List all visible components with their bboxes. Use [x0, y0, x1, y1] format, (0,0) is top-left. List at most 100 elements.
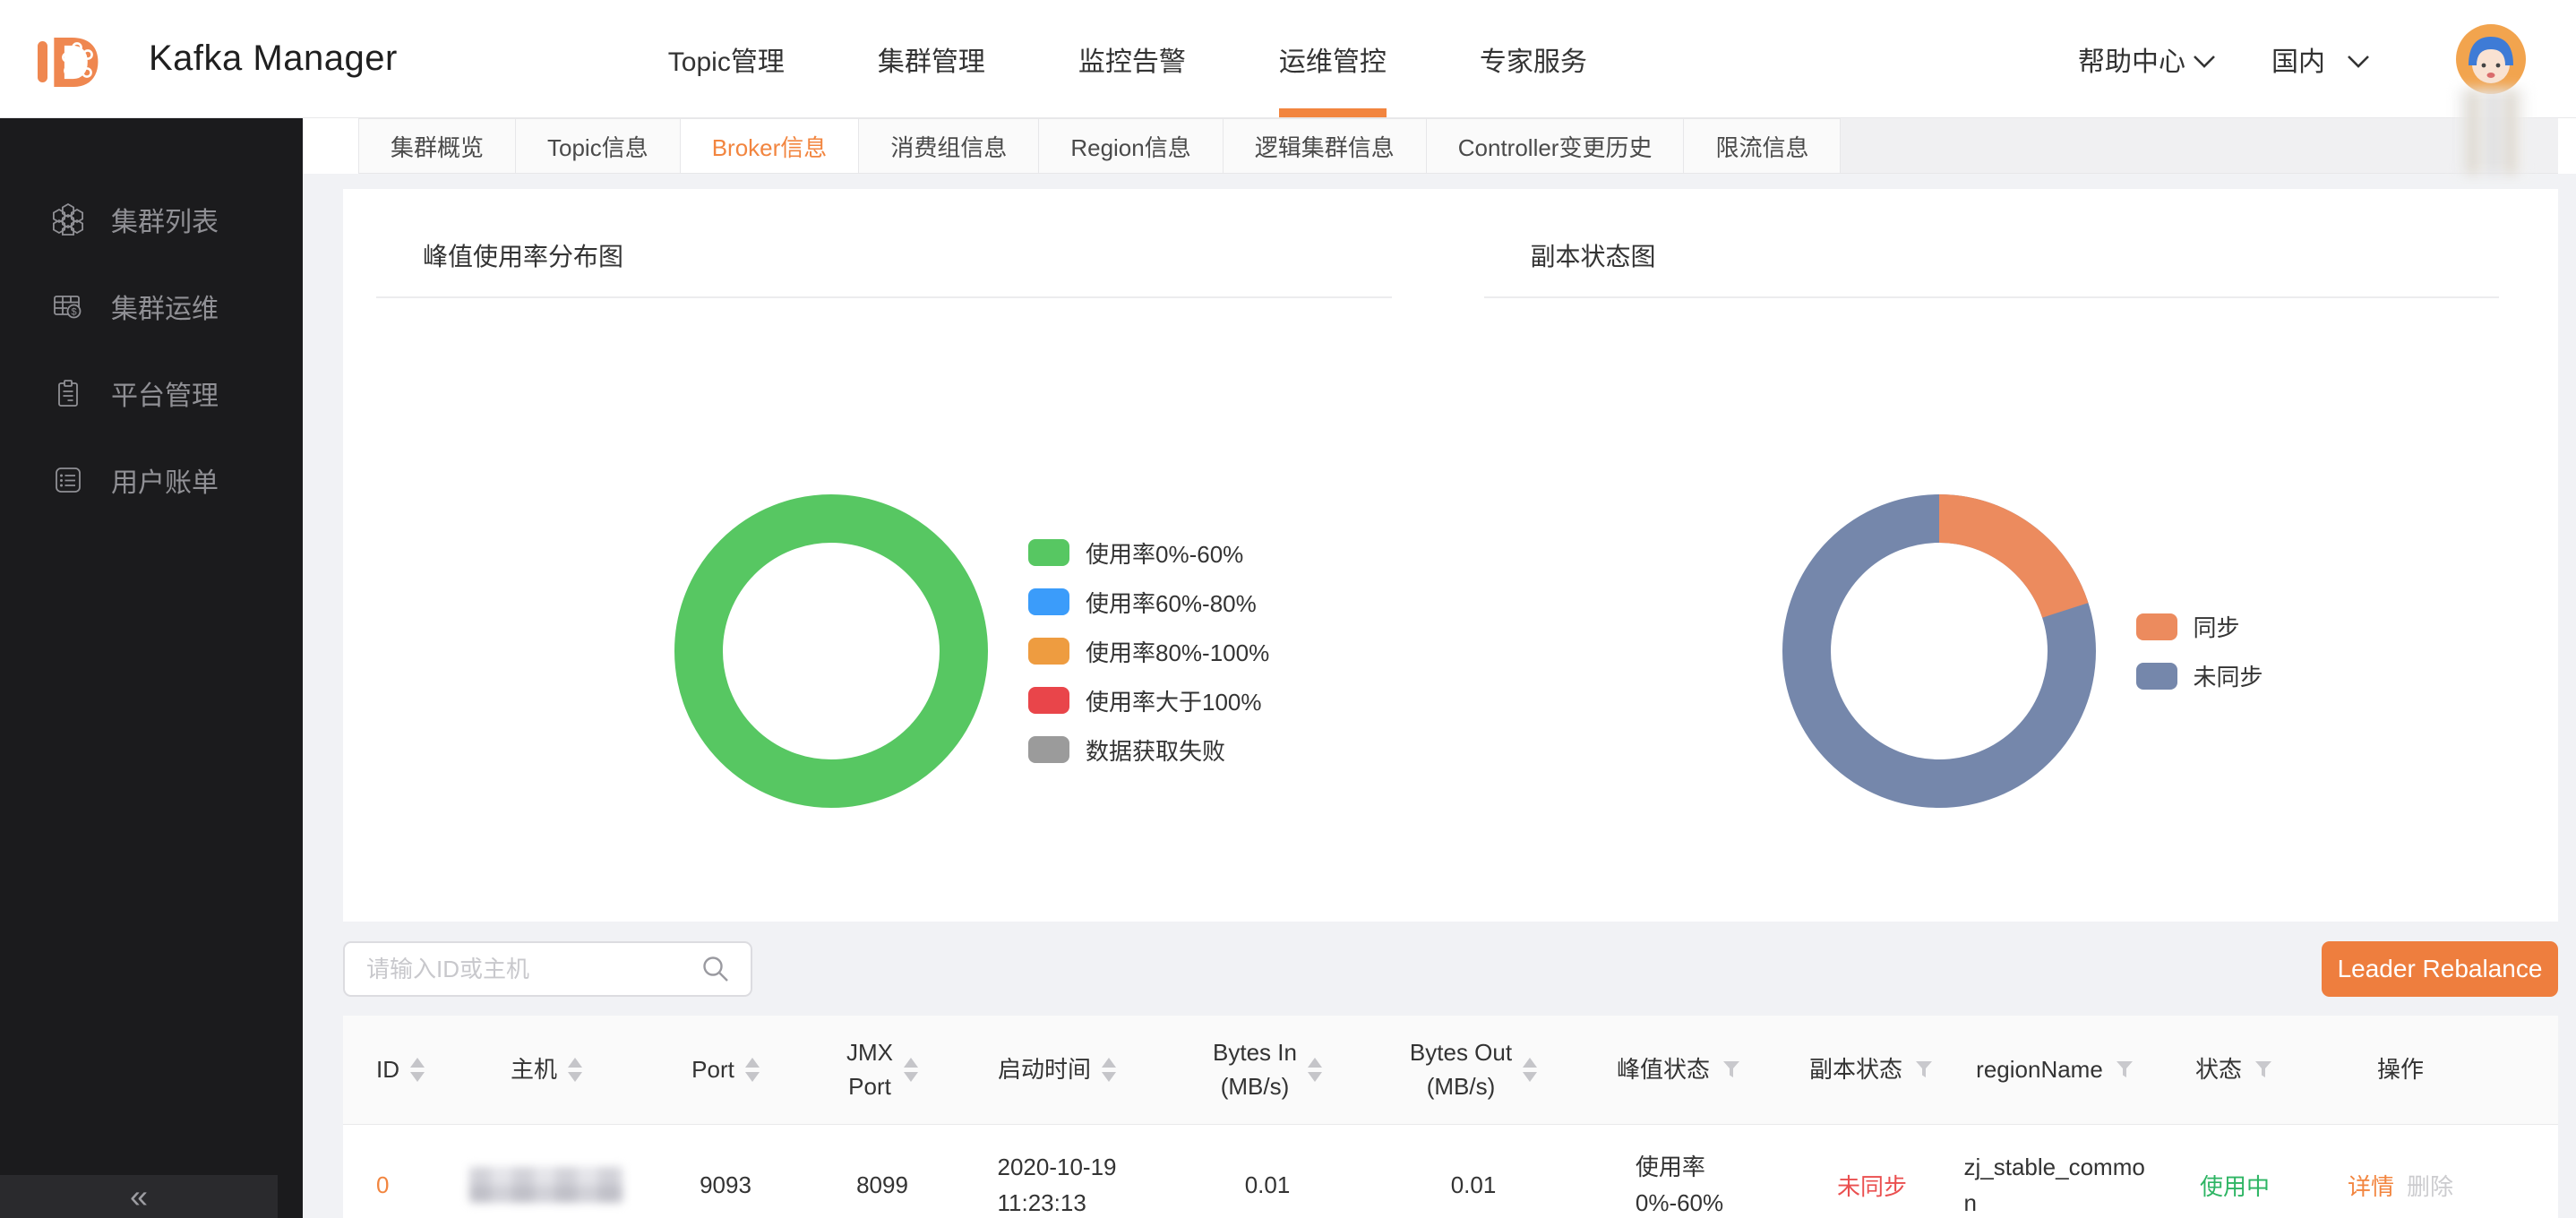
legend-swatch — [1028, 736, 1069, 763]
sidebar-item-user-billing[interactable]: 用户账单 — [0, 436, 303, 523]
nav-item-ops[interactable]: 运维管控 — [1232, 0, 1433, 117]
sort-icon[interactable] — [1307, 1058, 1322, 1082]
help-center-label: 帮助中心 — [2078, 47, 2185, 77]
region-menu[interactable]: 国内 — [2271, 39, 2370, 79]
sidebar-item-platform[interactable]: 平台管理 — [0, 349, 303, 436]
cluster-tabs: 集群概览 Topic信息 Broker信息 消费组信息 Region信息 逻辑集… — [303, 118, 2576, 174]
filter-icon[interactable] — [1913, 1059, 1935, 1081]
chevron-down-icon — [2194, 55, 2215, 68]
usage-chart-panel: 峰值使用率分布图 使用率0%-60% 使用率60%-80% — [343, 189, 1451, 922]
col-header-peak-status: 峰值状态 — [1576, 1016, 1782, 1124]
user-avatar[interactable] — [2456, 23, 2526, 175]
filter-icon[interactable] — [1721, 1059, 1742, 1081]
legend-label: 使用率80%-100% — [1086, 639, 1270, 666]
collapse-icon: « — [129, 1178, 149, 1214]
tab-topic-info[interactable]: Topic信息 — [516, 118, 681, 174]
tab-throttle-info[interactable]: 限流信息 — [1684, 118, 1842, 174]
cell-port: 9093 — [700, 1171, 751, 1198]
tab-consumer-group-info[interactable]: 消费组信息 — [859, 118, 1040, 174]
broker-search-box — [343, 941, 752, 997]
tab-controller-history[interactable]: Controller变更历史 — [1426, 118, 1685, 174]
tab-cluster-overview[interactable]: 集群概览 — [358, 118, 517, 174]
cell-start-time: 2020-10-19 11:23:13 — [997, 1153, 1117, 1216]
billing-grid-icon: $ — [54, 295, 82, 318]
sidebar-item-label: 集群运维 — [111, 294, 219, 324]
cell-replica-status: 未同步 — [1782, 1125, 1962, 1218]
delete-action-link[interactable]: 删除 — [2407, 1172, 2454, 1200]
broker-id-link[interactable]: 0 — [376, 1171, 390, 1198]
sidebar-item-cluster-list[interactable]: 集群列表 — [0, 176, 303, 262]
legend-item[interactable]: 使用率80%-100% — [1028, 635, 1269, 668]
legend-label: 使用率60%-80% — [1086, 589, 1257, 617]
sidebar: 集群列表 $ 集群运维 平台管理 — [0, 118, 303, 1218]
legend-swatch — [1028, 539, 1069, 566]
honeycomb-icon — [53, 202, 83, 236]
status-badge: 使用中 — [2199, 1172, 2270, 1200]
replica-chart-legend: 同步 未同步 — [2135, 610, 2263, 692]
broker-table-header: ID 主机 Port JMX Port 启动时间 — [343, 1016, 2558, 1125]
charts-card: 峰值使用率分布图 使用率0%-60% 使用率60%-80% — [343, 189, 2558, 922]
nav-item-expert[interactable]: 专家服务 — [1479, 47, 1587, 77]
top-navbar: D Kafka Manager Topic管理 集群管理 监控告警 运维管控 专… — [0, 0, 2576, 175]
legend-label: 使用率大于100% — [1086, 688, 1262, 716]
search-input[interactable] — [345, 955, 700, 983]
cell-actions: 详情 删除 — [2320, 1125, 2481, 1218]
broker-table: ID 主机 Port JMX Port 启动时间 — [343, 1016, 2558, 1218]
legend-item[interactable]: 未同步 — [2135, 659, 2263, 692]
nav-item-topic[interactable]: Topic管理 — [667, 47, 785, 77]
tab-broker-info[interactable]: Broker信息 — [680, 118, 860, 174]
col-header-actions: 操作 — [2376, 1055, 2424, 1083]
col-header-jmx-port: JMX Port — [815, 1016, 949, 1124]
sort-icon[interactable] — [1102, 1058, 1116, 1082]
cell-broker-id: 0 — [376, 1125, 457, 1218]
cell-region-name: zj_stable_common — [1963, 1153, 2145, 1216]
sort-icon[interactable] — [1523, 1058, 1538, 1082]
list-icon — [56, 467, 81, 493]
sort-icon[interactable] — [568, 1058, 582, 1082]
region-label: 国内 — [2271, 47, 2325, 77]
filter-icon[interactable] — [2253, 1059, 2274, 1081]
nav-item-cluster[interactable]: 集群管理 — [877, 47, 985, 77]
nav-item-monitor[interactable]: 监控告警 — [1078, 47, 1186, 77]
col-header-region-name: regionName — [1962, 1016, 2150, 1124]
col-header-replica-status: 副本状态 — [1782, 1016, 1962, 1124]
legend-label: 同步 — [2193, 614, 2240, 641]
sort-icon[interactable] — [410, 1058, 425, 1082]
avatar-body-redacted — [2458, 88, 2526, 175]
sort-icon[interactable] — [744, 1058, 760, 1082]
col-header-start-time: 启动时间 — [949, 1016, 1164, 1124]
legend-swatch — [1028, 638, 1069, 665]
legend-item[interactable]: 数据获取失败 — [1028, 733, 1269, 767]
broker-toolbar: Leader Rebalance — [343, 941, 2558, 997]
host-redacted-value — [469, 1167, 623, 1203]
tab-logical-cluster-info[interactable]: 逻辑集群信息 — [1223, 118, 1427, 174]
legend-item[interactable]: 使用率大于100% — [1028, 684, 1269, 717]
col-header-host: 主机 — [457, 1016, 636, 1124]
legend-item[interactable]: 使用率0%-60% — [1028, 536, 1269, 570]
sidebar-collapse-button[interactable]: « — [0, 1175, 278, 1218]
replica-chart-title: 副本状态图 — [1530, 243, 1656, 270]
primary-nav: Topic管理 集群管理 监控告警 运维管控 专家服务 — [622, 0, 1634, 117]
filter-icon[interactable] — [2114, 1059, 2135, 1081]
col-header-id: ID — [376, 1016, 457, 1124]
sidebar-item-label: 平台管理 — [111, 381, 219, 411]
svg-text:$: $ — [71, 306, 76, 317]
col-header-bytes-out: Bytes Out (MB/s) — [1370, 1016, 1576, 1124]
divider — [376, 296, 1392, 298]
usage-chart-title: 峰值使用率分布图 — [423, 243, 624, 270]
legend-swatch — [2135, 662, 2177, 690]
help-center-menu[interactable]: 帮助中心 — [2078, 39, 2216, 79]
tab-region-info[interactable]: Region信息 — [1039, 118, 1224, 174]
broker-table-row: 0 9093 8099 2020-10-19 11:23:13 0.01 — [343, 1125, 2558, 1218]
sidebar-item-cluster-ops[interactable]: $ 集群运维 — [0, 262, 303, 349]
legend-item[interactable]: 使用率60%-80% — [1028, 586, 1269, 619]
legend-swatch — [2135, 613, 2177, 640]
main-content: 集群概览 Topic信息 Broker信息 消费组信息 Region信息 逻辑集… — [303, 118, 2576, 1218]
detail-action-link[interactable]: 详情 — [2347, 1172, 2394, 1200]
legend-item[interactable]: 同步 — [2135, 610, 2263, 643]
search-icon[interactable] — [700, 954, 731, 984]
sort-icon[interactable] — [904, 1058, 918, 1082]
leader-rebalance-button[interactable]: Leader Rebalance — [2322, 941, 2558, 997]
legend-swatch — [1028, 687, 1069, 714]
cell-peak-status: 使用率 0%-60% — [1635, 1153, 1724, 1216]
